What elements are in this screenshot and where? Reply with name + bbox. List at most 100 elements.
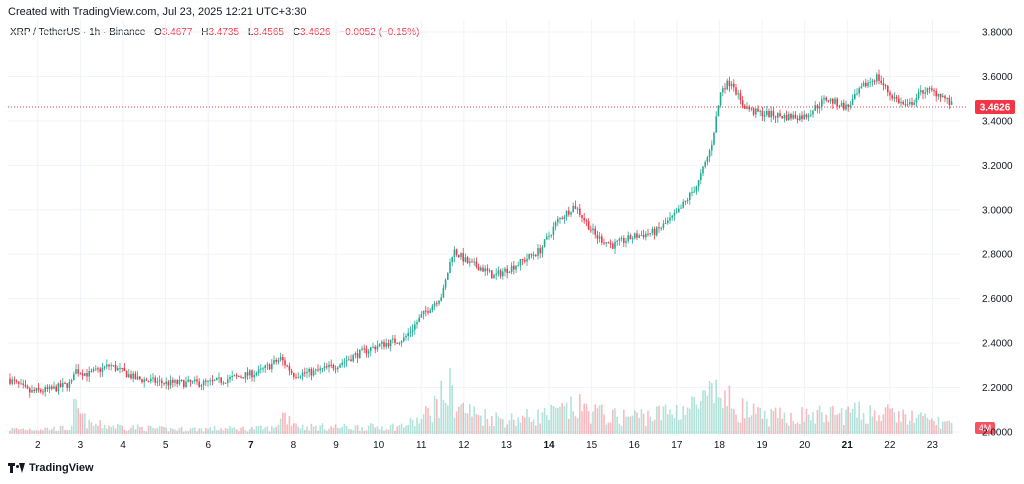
candle-body — [678, 208, 680, 213]
volume-bar — [706, 395, 709, 434]
volume-bar — [724, 390, 726, 434]
volume-bar — [451, 384, 453, 434]
candle-body — [141, 379, 143, 383]
candle-body — [337, 367, 339, 369]
candle-body — [596, 234, 599, 239]
volume-bar — [464, 413, 467, 434]
candle-body — [559, 217, 561, 219]
volume-bar — [255, 426, 258, 434]
volume-bar — [816, 410, 819, 434]
candle-body — [394, 338, 396, 343]
volume-bar — [607, 422, 610, 434]
candle-body — [849, 105, 852, 107]
volume-bar — [475, 414, 478, 434]
candle-body — [251, 370, 253, 378]
candle-body — [64, 382, 66, 384]
candle-body — [174, 380, 176, 383]
candle-body — [119, 367, 121, 369]
volume-bar — [429, 415, 431, 434]
candle-body — [222, 382, 225, 384]
candle-body — [385, 343, 387, 347]
candle-body — [812, 110, 814, 115]
candle-body — [365, 348, 368, 354]
volume-bar — [158, 426, 161, 434]
volume-bar — [310, 423, 313, 434]
volume-bar — [700, 401, 702, 434]
candle-body — [689, 192, 691, 200]
volume-bar — [220, 428, 222, 434]
candle-body — [563, 216, 566, 219]
candle-body — [748, 106, 750, 110]
candle-body — [438, 300, 440, 304]
x-tick-label: 23 — [927, 440, 939, 451]
volume-bar — [922, 415, 924, 434]
volume-bar — [154, 428, 156, 434]
candle-body — [860, 86, 863, 89]
volume-bar — [603, 414, 605, 434]
volume-bar — [880, 421, 882, 434]
volume-bar — [579, 394, 581, 434]
volume-bar — [343, 423, 346, 434]
volume-bar — [176, 430, 178, 434]
volume-bar — [913, 423, 915, 434]
volume-bar — [473, 406, 475, 434]
candle-body — [950, 101, 953, 105]
candle-body — [77, 369, 79, 374]
volume-bar — [75, 399, 77, 434]
candle-body — [515, 266, 517, 270]
volume-bar — [759, 407, 761, 434]
volume-bar — [290, 425, 293, 434]
volume-bar — [554, 407, 557, 434]
candle-body — [231, 375, 233, 378]
candle-body — [524, 260, 526, 262]
volume-bar — [436, 399, 438, 434]
candle-body — [640, 234, 643, 236]
candle-body — [295, 376, 297, 378]
candle-body — [81, 373, 84, 376]
volume-bar — [392, 423, 394, 434]
volume-bar — [88, 419, 90, 434]
candle-body — [13, 379, 16, 381]
candle-body — [605, 242, 607, 244]
candle-body — [29, 388, 31, 393]
volume-bar — [352, 430, 354, 434]
candle-body — [462, 253, 464, 262]
candle-body — [218, 377, 220, 379]
volume-bar — [715, 379, 717, 434]
candle-body — [194, 379, 196, 382]
x-tick-label: 6 — [205, 440, 211, 451]
volume-bar — [422, 414, 425, 434]
candle-body — [51, 386, 53, 389]
candle-body — [691, 192, 693, 194]
candle-body — [73, 374, 75, 381]
candle-body — [163, 383, 165, 385]
x-tick-label: 20 — [799, 440, 811, 451]
candle-body — [9, 378, 11, 384]
price-axis[interactable]: 3.8000 3.6000 3.4000 3.2000 3.0000 2.8000 2.60… — [982, 28, 1013, 439]
candle-body — [884, 85, 887, 87]
volume-bar — [312, 426, 315, 434]
candle-body — [898, 98, 900, 104]
volume-bar — [924, 413, 926, 434]
volume-bar — [524, 417, 526, 434]
candle-body — [906, 104, 909, 106]
volume-bar — [559, 406, 561, 434]
volume-bar — [95, 423, 97, 434]
volume-bar — [442, 400, 445, 434]
volume-bar — [117, 423, 119, 434]
candle-body — [139, 376, 141, 380]
candle-body — [761, 110, 764, 117]
volume-bar — [266, 426, 269, 434]
y-tick-label: 3.0000 — [982, 205, 1013, 216]
volume-bar — [678, 419, 680, 434]
y-tick-label: 3.2000 — [982, 161, 1013, 172]
volume-bar — [284, 412, 286, 434]
candle-body — [207, 380, 209, 382]
candle-body — [548, 235, 550, 237]
candle-body — [332, 364, 335, 369]
volume-bar — [858, 401, 860, 434]
time-axis[interactable]: 2 3 4 5 6 7 8 9 10 11 12 13 14 15 16 17 18 19 20 21 22 23 — [35, 440, 938, 451]
candle-body — [785, 114, 788, 120]
volume-bar — [334, 424, 337, 434]
